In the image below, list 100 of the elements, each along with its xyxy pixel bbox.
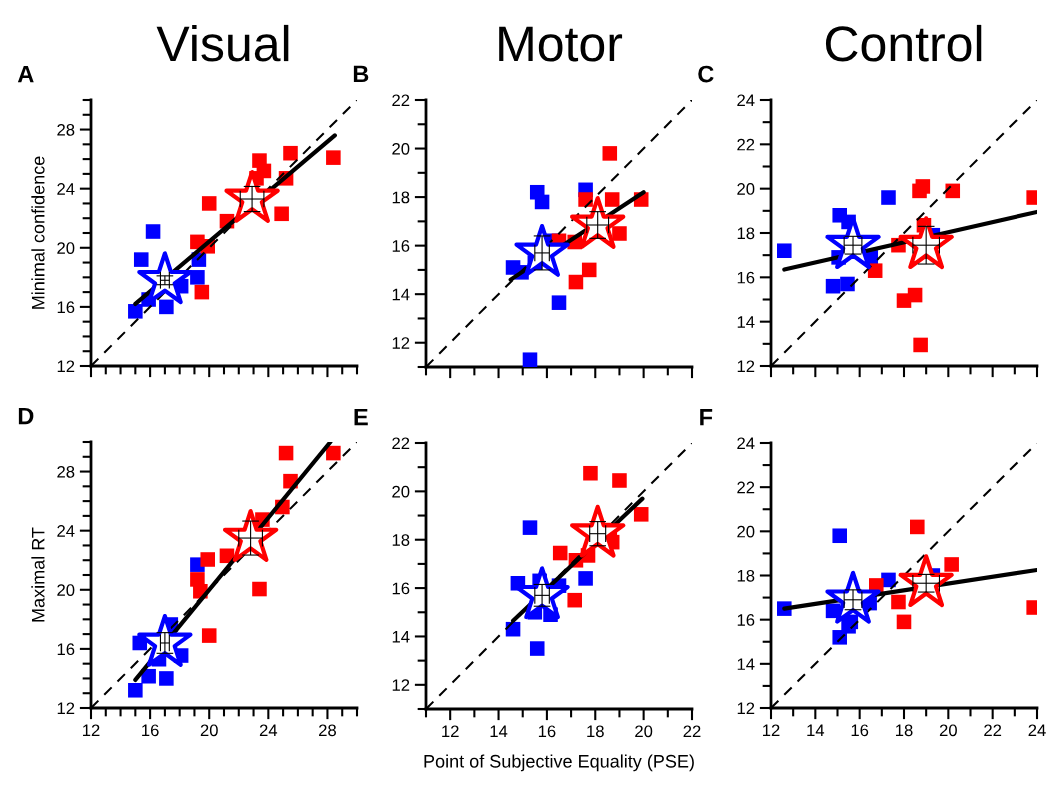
point	[944, 557, 959, 572]
y-axis-title: Maximal RT	[31, 527, 45, 622]
text: B	[353, 65, 369, 83]
y-tick-label: 12	[57, 702, 75, 715]
point	[578, 192, 593, 207]
point	[907, 287, 923, 303]
point	[633, 507, 649, 522]
point	[567, 592, 582, 608]
point	[832, 528, 847, 544]
point	[201, 196, 217, 211]
y-tick-label: 16	[737, 271, 755, 284]
point	[141, 668, 156, 684]
y-tick-label: 20	[737, 183, 755, 195]
point	[551, 295, 567, 310]
y-tick-label: 20	[392, 485, 410, 498]
y-tick-label: 16	[737, 614, 755, 626]
x-tick-label: 12	[83, 724, 100, 737]
x-tick-label: 14	[490, 725, 508, 738]
x-tick-label: 24	[259, 724, 278, 737]
y-tick-label: 16	[392, 240, 410, 252]
y-tick-label: 22	[392, 94, 410, 107]
x-tick-label: 18	[587, 725, 604, 738]
point	[896, 614, 912, 630]
point	[190, 270, 205, 285]
point	[278, 445, 294, 461]
y-tick-label: 14	[737, 316, 755, 328]
x-tick-label: 16	[538, 725, 556, 738]
point	[602, 146, 618, 161]
point	[326, 150, 341, 165]
point	[867, 263, 883, 278]
x-tick-label: 12	[442, 725, 459, 738]
point	[552, 545, 568, 561]
point	[194, 284, 210, 300]
text: D	[18, 407, 34, 425]
point	[578, 571, 593, 586]
y-tick-label: 18	[392, 534, 410, 546]
point	[522, 520, 538, 535]
point	[128, 304, 143, 319]
x-tick-label: 12	[763, 724, 780, 737]
y-tick-label: 16	[392, 582, 410, 595]
point	[128, 682, 143, 698]
y-tick-label: 24	[57, 525, 75, 537]
point	[777, 243, 792, 259]
y-tick-label: 22	[737, 481, 755, 494]
y-tick-label: 22	[392, 437, 410, 450]
x-tick-label: 14	[807, 724, 825, 737]
point	[881, 190, 896, 205]
y-tick-label: 14	[737, 658, 755, 670]
y-tick-label: 24	[737, 94, 755, 107]
point	[534, 194, 550, 210]
chart-title: Control	[825, 24, 982, 62]
y-tick-label: 20	[57, 242, 75, 254]
point	[910, 519, 925, 535]
point	[568, 274, 584, 290]
x-axis-title: Point of Subjective Equality (PSE)	[424, 754, 694, 772]
x-tick-label: 22	[683, 725, 701, 738]
point	[581, 262, 597, 278]
x-tick-label: 18	[896, 724, 913, 737]
y-tick-label: 20	[392, 142, 410, 155]
y-tick-label: 12	[57, 360, 75, 373]
y-tick-label: 12	[737, 702, 755, 715]
point	[283, 145, 298, 161]
point	[583, 465, 598, 481]
point	[840, 276, 855, 292]
y-tick-label: 18	[737, 227, 755, 240]
y-tick-label: 16	[57, 643, 75, 656]
y-tick-label: 12	[737, 360, 755, 373]
point	[274, 206, 289, 222]
point	[604, 192, 620, 207]
x-tick-label: 20	[939, 724, 957, 737]
point	[612, 226, 627, 241]
point	[913, 337, 928, 353]
y-tick-label: 18	[392, 191, 410, 204]
point	[945, 183, 961, 199]
y-tick-label: 24	[737, 437, 755, 450]
y-tick-label: 28	[57, 465, 75, 478]
x-tick-label: 24	[1028, 724, 1046, 737]
text: C	[698, 65, 714, 83]
point	[825, 278, 841, 294]
point	[891, 594, 906, 610]
y-tick-label: 18	[737, 569, 755, 582]
x-tick-label: 20	[200, 724, 218, 737]
point	[133, 252, 149, 267]
point	[159, 671, 174, 686]
text: E	[354, 408, 368, 426]
chart-title: Motor	[499, 26, 623, 62]
x-tick-label: 16	[851, 724, 869, 737]
y-tick-label: 12	[392, 337, 410, 349]
y-tick-label: 14	[392, 631, 410, 643]
point	[252, 581, 267, 597]
point	[159, 299, 174, 315]
y-tick-label: 20	[57, 584, 75, 596]
chart-title: Visual	[156, 24, 289, 62]
y-tick-label: 14	[392, 288, 410, 301]
point	[915, 179, 931, 194]
x-tick-label: 20	[635, 725, 653, 738]
x-tick-label: 16	[142, 724, 159, 737]
y-tick-label: 16	[57, 301, 75, 314]
y-tick-label: 20	[737, 525, 755, 538]
y-tick-label: 28	[57, 123, 75, 136]
